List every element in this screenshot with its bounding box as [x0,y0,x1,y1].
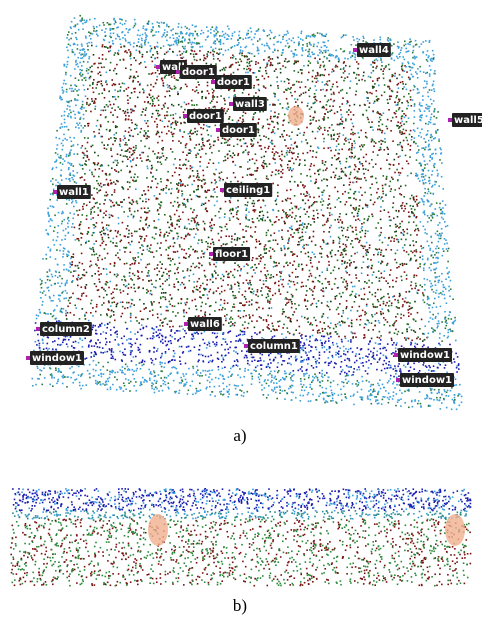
label: window1 [26,351,84,365]
label-text: wall4 [359,45,389,56]
label-text: wall6 [190,319,220,330]
marker [53,190,57,194]
label-text: wall5 [454,115,482,126]
marker [394,353,398,357]
figure: walldoor1door1wall4wall3door1door1wall5w… [0,0,482,618]
caption-a: a) [233,426,246,445]
marker [209,252,213,256]
label: wall6 [184,317,222,331]
label: wall3 [229,97,267,111]
label-text: wall3 [235,99,265,110]
label: door1 [183,109,224,123]
marker [156,65,160,69]
label: door1 [211,75,252,89]
label-text: door1 [222,125,255,136]
marker [229,102,233,106]
marker [176,70,180,74]
marker [448,118,452,122]
label: wall5 [448,113,482,127]
label-text: column1 [250,341,298,352]
label-text: column2 [42,324,90,335]
marker [396,378,400,382]
label: column2 [36,322,92,336]
label-text: window1 [32,353,82,364]
label-text: door1 [217,77,250,88]
column-highlight [288,106,304,126]
marker [211,80,215,84]
column-highlight [445,514,465,546]
marker [220,188,224,192]
point-cloud-b [10,488,471,587]
caption-b: b) [233,596,247,615]
label-text: ceiling1 [226,185,270,196]
label: floor1 [209,247,250,261]
label: window1 [396,373,454,387]
label: wall4 [353,43,391,57]
label-text: wall1 [59,187,89,198]
marker [353,48,357,52]
label: ceiling1 [220,183,272,197]
column-highlight [148,514,168,546]
label-text: window1 [402,375,452,386]
marker [183,114,187,118]
marker [26,356,30,360]
label-text: floor1 [215,249,248,260]
marker [184,322,188,326]
label: door1 [216,123,257,137]
marker [244,344,248,348]
label: door1 [176,65,217,79]
marker [216,128,220,132]
label-text: window1 [400,350,450,361]
label: column1 [244,339,300,353]
label: wall1 [53,185,91,199]
label: window1 [394,348,452,362]
label-text: door1 [189,111,222,122]
label-text: door1 [182,67,215,78]
marker [36,327,40,331]
point-cloud-a [32,15,463,410]
